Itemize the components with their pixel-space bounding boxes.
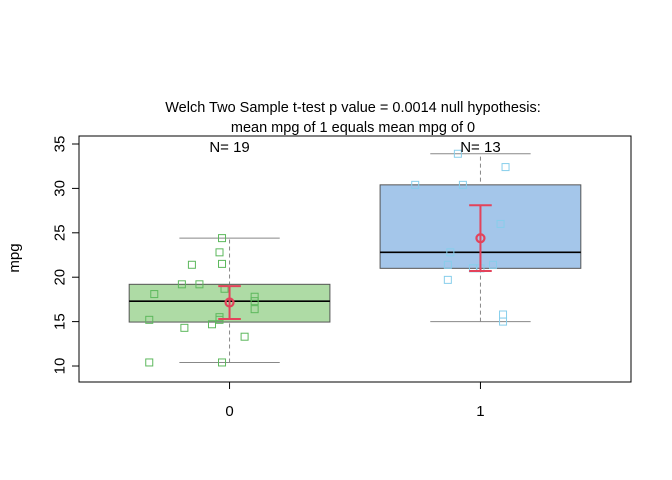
- group-0-data-point: [195, 280, 204, 289]
- group-1-data-point: [499, 310, 508, 319]
- group-0-data-point: [218, 259, 227, 268]
- group-1-data-point: [501, 163, 510, 172]
- group-1-data-point: [489, 260, 497, 269]
- group-1-data-point: [443, 260, 452, 269]
- group-1-mean-point: [475, 233, 486, 244]
- group-0-data-point: [250, 297, 259, 306]
- group-0-data-point: [250, 305, 259, 314]
- group-0-data-point: [177, 280, 186, 289]
- x-tick-label: 1: [476, 403, 484, 420]
- y-axis-label: mpg: [6, 243, 23, 272]
- group-0-data-point: [218, 234, 227, 243]
- x-tick-label: 0: [225, 403, 233, 420]
- group-0-data-point: [250, 292, 259, 301]
- group-0-data-point: [215, 248, 224, 257]
- group-1-data-point: [496, 219, 505, 228]
- chart-title-line-1: Welch Two Sample t-test p value = 0.0014…: [165, 100, 540, 116]
- y-tick-label: 30: [51, 180, 68, 197]
- group-0-data-point: [150, 290, 159, 299]
- group-0-data-point: [187, 260, 196, 269]
- group-1-data-point: [458, 180, 467, 189]
- group-0-mean-point: [224, 297, 235, 308]
- chart-title-line-2: mean mpg of 1 equals mean mpg of 0: [231, 120, 475, 136]
- group-1-data-point: [443, 275, 452, 284]
- group-1-n-label: N= 13: [460, 139, 500, 156]
- group-0-data-point: [218, 358, 227, 367]
- group-1-data-point: [446, 248, 455, 257]
- plot-area: N= 19 N= 13: [128, 139, 582, 367]
- group-1-data-point: [453, 149, 462, 158]
- group-0-data-point: [145, 315, 154, 324]
- y-tick-label: 10: [51, 358, 68, 375]
- y-tick-label: 25: [51, 224, 68, 241]
- group-0-data-point: [207, 320, 216, 329]
- group-0-data-point: [240, 332, 249, 341]
- group-0-data-point: [180, 323, 189, 332]
- group-1-data-point: [499, 317, 508, 326]
- y-tick-label: 35: [51, 136, 68, 153]
- group-0-data-point: [145, 358, 154, 367]
- group-0-n-label: N= 19: [209, 139, 249, 156]
- y-tick-label: 20: [51, 269, 68, 286]
- y-tick-label: 15: [51, 313, 68, 330]
- axes: 10 15 20 25 30 35 0 1: [51, 135, 632, 420]
- group-1-data-point: [411, 180, 420, 189]
